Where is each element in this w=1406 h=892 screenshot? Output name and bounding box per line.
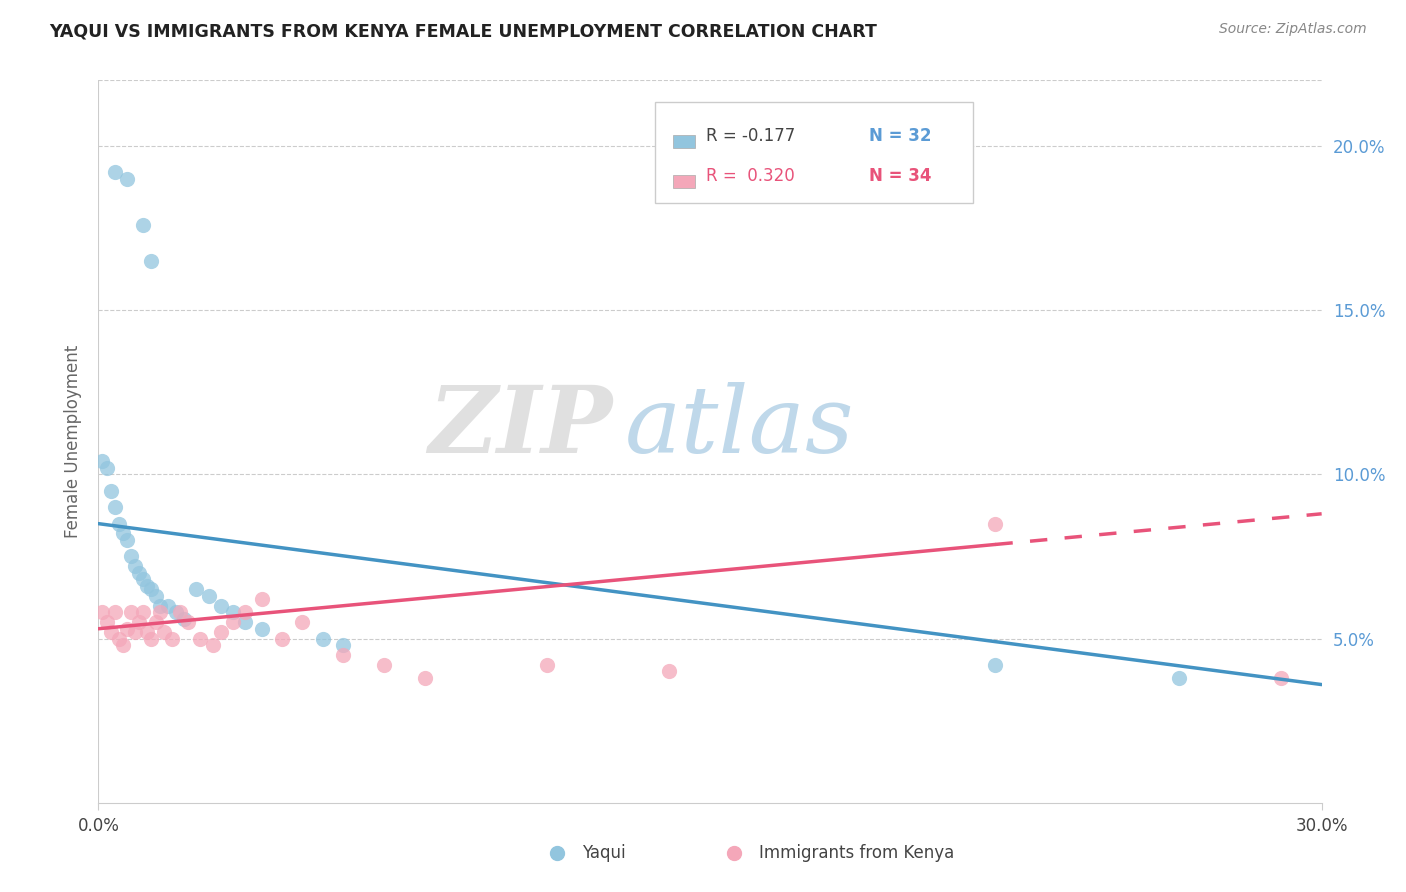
Point (169, 605, 191, 619)
Point (312, 632, 335, 646)
Point (209, 599, 232, 613)
Point (373, 657, 395, 672)
Point (188, 632, 212, 646)
Text: N = 34: N = 34 (869, 168, 932, 186)
Point (128, 566, 150, 580)
Point (149, 599, 172, 613)
Point (132, 573, 155, 587)
Point (658, 665, 681, 679)
Point (115, 622, 138, 636)
Point (291, 615, 314, 630)
FancyBboxPatch shape (673, 175, 696, 188)
Point (108, 632, 131, 646)
Point (96, 460, 118, 475)
Point (222, 605, 245, 619)
Point (141, 253, 163, 268)
Point (152, 625, 174, 640)
Point (124, 559, 146, 574)
Point (96, 615, 118, 630)
Text: N = 32: N = 32 (869, 127, 932, 145)
Point (332, 648, 354, 662)
Point (100, 483, 122, 498)
Point (536, 657, 558, 672)
Point (111, 526, 134, 541)
Point (222, 615, 245, 630)
Point (250, 592, 273, 607)
Point (149, 605, 172, 619)
Text: ZIP: ZIP (427, 382, 612, 472)
Point (160, 632, 183, 646)
Point (141, 582, 163, 597)
Text: Immigrants from Kenya: Immigrants from Kenya (759, 845, 955, 863)
Point (115, 533, 138, 547)
Point (197, 589, 219, 603)
Point (132, 218, 155, 232)
Point (984, 657, 1007, 672)
Point (270, 632, 294, 646)
Text: Yaqui: Yaqui (582, 845, 626, 863)
Point (128, 615, 150, 630)
Point (104, 165, 127, 179)
Point (233, 615, 256, 630)
Y-axis label: Female Unemployment: Female Unemployment (63, 345, 82, 538)
Point (156, 599, 179, 613)
FancyBboxPatch shape (655, 102, 973, 203)
Point (165, 605, 187, 619)
Point (120, 549, 142, 564)
Point (1167, 671, 1189, 685)
Point (145, 589, 167, 603)
Point (104, 605, 127, 619)
Point (104, 500, 127, 515)
Point (413, 671, 436, 685)
Point (177, 615, 200, 630)
Point (132, 605, 155, 619)
Point (145, 615, 167, 630)
Point (100, 625, 122, 640)
Point (120, 605, 142, 619)
Point (91, 605, 114, 619)
Point (136, 625, 159, 640)
Point (91, 454, 114, 468)
Point (136, 579, 159, 593)
Point (186, 582, 208, 597)
Point (111, 638, 134, 652)
Point (141, 632, 163, 646)
Point (250, 622, 273, 636)
Point (984, 516, 1007, 531)
Point (201, 638, 224, 652)
Point (209, 625, 232, 640)
Text: YAQUI VS IMMIGRANTS FROM KENYA FEMALE UNEMPLOYMENT CORRELATION CHART: YAQUI VS IMMIGRANTS FROM KENYA FEMALE UN… (49, 22, 877, 40)
Text: R = -0.177: R = -0.177 (706, 127, 796, 145)
Point (173, 612, 195, 626)
Text: atlas: atlas (624, 382, 853, 472)
Text: Source: ZipAtlas.com: Source: ZipAtlas.com (1219, 22, 1367, 37)
Point (124, 625, 146, 640)
Point (115, 171, 138, 186)
Point (233, 605, 256, 619)
Point (108, 516, 131, 531)
FancyBboxPatch shape (673, 136, 696, 148)
Text: R =  0.320: R = 0.320 (706, 168, 796, 186)
Point (1270, 671, 1292, 685)
Point (332, 638, 354, 652)
